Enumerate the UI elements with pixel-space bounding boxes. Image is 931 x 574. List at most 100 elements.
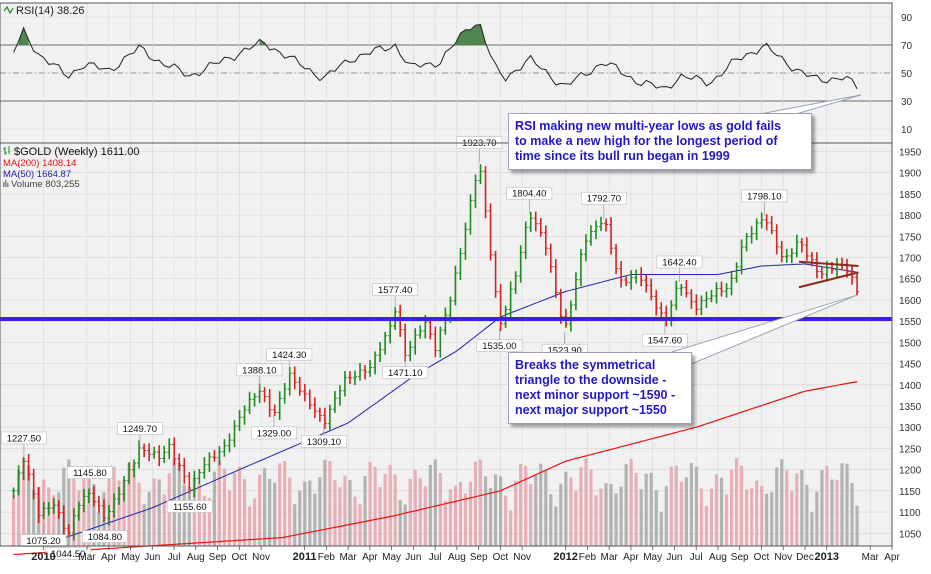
rsi-axis-label: 50	[901, 69, 913, 80]
volume-bar	[137, 482, 141, 546]
volume-bar	[318, 477, 322, 546]
price-label-box	[251, 426, 297, 440]
volume-bar	[162, 494, 166, 546]
volume-bar	[574, 490, 578, 546]
volume-bar	[268, 478, 272, 546]
volume-bar	[273, 482, 277, 546]
date-axis-label: Feb	[579, 552, 597, 563]
triangle-annotation: Breaks the symmetrical triangle to the d…	[508, 352, 692, 424]
volume-bar	[67, 459, 71, 546]
date-axis-label: Aug	[448, 552, 466, 563]
price-axis-label: 1400	[899, 381, 922, 392]
volume-bar	[403, 504, 407, 546]
price-axis-label: 1450	[899, 360, 922, 371]
volume-bar	[569, 477, 573, 546]
date-axis-label: Jun	[405, 552, 421, 563]
volume-bar	[554, 506, 558, 546]
price-label-box	[266, 348, 313, 361]
price-label: 1547.60	[641, 322, 688, 347]
date-axis-label: Mar	[862, 552, 880, 563]
volume-bar	[719, 477, 724, 546]
date-axis-label: May	[643, 552, 662, 563]
volume-bar	[724, 494, 729, 546]
date-axis-label: Sep	[731, 552, 749, 563]
date-axis-label: Apr	[623, 552, 639, 563]
date-axis-label: Mar	[78, 552, 96, 563]
volume-bar	[729, 469, 734, 546]
volume-bar	[604, 483, 608, 546]
date-axis-label: Mar	[339, 552, 357, 563]
volume-bar	[488, 488, 493, 546]
volume-bar	[559, 483, 563, 546]
volume-bar	[594, 495, 598, 546]
volume-bar	[855, 505, 859, 546]
price-label: 1471.10	[382, 354, 429, 379]
volume-bar	[689, 463, 693, 546]
volume-bar	[328, 461, 332, 546]
date-axis-label: Feb	[318, 552, 336, 563]
volume-bar	[800, 469, 804, 546]
volume-bar	[333, 480, 337, 546]
date-axis-label: Dec	[796, 552, 814, 563]
price-axis-label: 1100	[899, 508, 921, 519]
price-label-text: 1084.80	[88, 532, 122, 543]
date-axis-label: Jul	[168, 552, 181, 563]
price-label-text: 1145.80	[73, 468, 107, 479]
volume-bar	[202, 495, 206, 546]
volume-bar	[483, 476, 488, 546]
volume-bar	[283, 461, 287, 546]
rsi-title-text: RSI(14) 38.26	[16, 5, 84, 17]
date-axis-label: Mar	[601, 552, 619, 563]
volume-bar	[699, 488, 704, 546]
triangle-annotation-line: Breaks the symmetrical	[515, 358, 656, 372]
price-label-box	[82, 530, 128, 543]
volume-bar	[815, 491, 819, 546]
price-label: 1577.40	[372, 283, 419, 310]
volume-bar	[32, 489, 36, 546]
price-label: 1145.80	[66, 466, 113, 493]
volume-bar	[92, 484, 96, 546]
volume-bar	[127, 462, 131, 546]
date-axis-label: May	[382, 552, 401, 563]
date-axis-label: 2010	[31, 551, 55, 563]
price-axis-label: 1600	[899, 296, 922, 307]
date-axis-label: Jun	[666, 552, 682, 563]
volume-bar	[529, 484, 533, 546]
volume-bar	[353, 496, 357, 546]
volume-bar	[212, 471, 217, 546]
legend-volume: Volume 803,255	[11, 179, 80, 190]
volume-bar	[739, 465, 744, 546]
price-label: 1388.10	[236, 363, 283, 390]
price-label-box	[382, 366, 429, 379]
volume-bar	[97, 512, 101, 546]
triangle-annotation-line: triangle to the downside -	[515, 373, 667, 387]
legend-ma50: MA(50) 1664.87	[3, 169, 71, 180]
price-label-text: 1075.20	[26, 536, 60, 547]
volume-bar	[373, 466, 377, 546]
volume-bar	[197, 484, 201, 546]
volume-bar	[845, 463, 849, 546]
rsi-title: RSI(14) 38.26	[3, 5, 84, 17]
volume-bar	[790, 490, 794, 546]
volume-bar	[830, 479, 834, 546]
price-axis-labels: 1050 1100 1150 1200 1250 1300 1350 1400 1450 1500…	[899, 147, 922, 540]
volume-bar	[207, 498, 212, 546]
volume-bar	[348, 480, 352, 546]
volume-bar	[303, 481, 307, 546]
price-label-text: 1923.70	[462, 138, 496, 149]
rsi-panel: 90 70 50 30 10 RSI(14) 38.26	[0, 2, 913, 144]
price-label: 1792.70	[580, 191, 627, 219]
volume-bar	[263, 467, 267, 546]
volume-bar	[478, 459, 483, 546]
date-axis-label: Apr	[362, 552, 378, 563]
volume-bar	[423, 486, 427, 546]
price-panel-border	[0, 142, 893, 547]
volume-bar	[147, 491, 151, 546]
price-label: 1642.40	[656, 255, 703, 282]
symmetrical-triangle	[798, 260, 859, 289]
rsi-title-icon	[3, 5, 14, 15]
price-label-text: 1155.60	[173, 502, 207, 513]
price-label-text: 1249.70	[123, 424, 157, 435]
price-label-text: 1642.40	[662, 257, 696, 268]
